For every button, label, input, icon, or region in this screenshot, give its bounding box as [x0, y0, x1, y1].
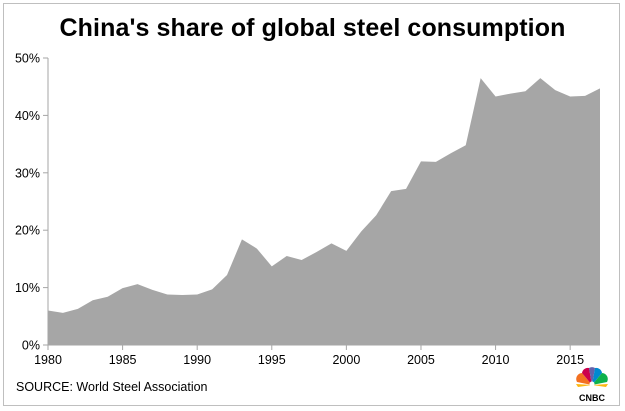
x-tick-label: 1995 [258, 353, 286, 367]
y-tick-label: 20% [15, 224, 40, 238]
x-tick-label: 1980 [34, 353, 62, 367]
y-tick-label: 50% [15, 52, 40, 66]
x-tick-label: 1990 [183, 353, 211, 367]
x-tick-label: 2000 [332, 353, 360, 367]
x-tick-label: 2005 [407, 353, 435, 367]
x-tick-label: 2010 [482, 353, 510, 367]
chart-title: China's share of global steel consumptio… [59, 14, 566, 42]
x-tick-label: 1985 [109, 353, 137, 367]
area-series [48, 78, 600, 345]
y-tick-label: 40% [15, 109, 40, 123]
y-tick-label: 0% [22, 339, 40, 353]
logo-text: CNBC [579, 393, 605, 403]
y-tick-label: 30% [15, 166, 40, 180]
x-tick-label: 2015 [556, 353, 584, 367]
cnbc-peacock-logo: CNBC [576, 367, 608, 403]
source-note: SOURCE: World Steel Association [16, 380, 208, 394]
y-tick-label: 10% [15, 281, 40, 295]
